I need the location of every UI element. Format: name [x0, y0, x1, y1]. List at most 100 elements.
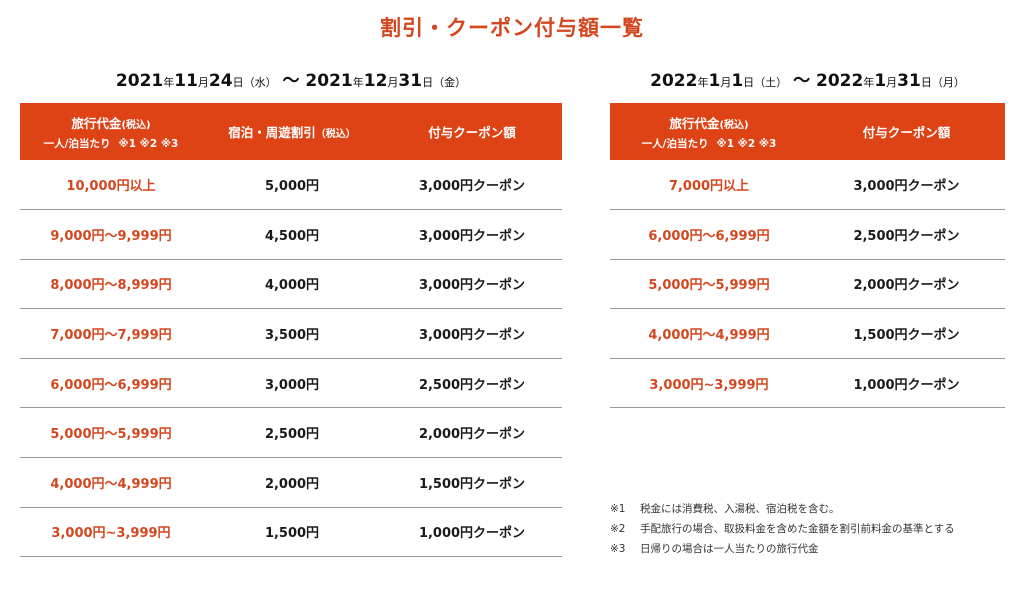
table-row: 4,000円～4,999円 1,500円クーポン	[610, 308, 1005, 359]
cell-travel-price: 10,000円以上	[20, 160, 202, 211]
cell-coupon: 1,000円クーポン	[382, 507, 562, 558]
period-title-right: 2022年1月1日（土） ～ 2022年1月31日（月）	[610, 66, 1005, 91]
end-day-unit: 日	[422, 76, 434, 89]
start-day-unit: 日	[743, 76, 755, 89]
end-month: 1	[874, 71, 887, 91]
end-month-unit: 月	[886, 76, 898, 89]
start-year-unit: 年	[163, 76, 175, 89]
start-month-unit: 月	[720, 76, 732, 89]
footnote: ※2 手配旅行の場合、取扱料金を含めた金額を割引前料金の基準とする	[610, 519, 955, 539]
footnote-mark: ※1	[610, 503, 626, 515]
cell-coupon: 2,000円クーポン	[808, 259, 1005, 310]
header-per-person: 一人/泊当たり	[43, 137, 111, 150]
start-day: 24	[208, 71, 233, 91]
header-discount-main: 宿泊・周遊割引	[228, 125, 316, 140]
cell-coupon: 1,500円クーポン	[808, 308, 1005, 359]
cell-coupon: 3,000円クーポン	[382, 160, 562, 211]
end-month: 12	[363, 71, 388, 91]
header-travel-price-line2: 一人/泊当たり ※1 ※2 ※3	[614, 136, 804, 151]
header-coupon: 付与クーポン額	[382, 103, 562, 160]
cell-discount: 1,500円	[202, 507, 382, 558]
table-row: 7,000円～7,999円 3,500円 3,000円クーポン	[20, 308, 562, 359]
end-year-unit: 年	[352, 76, 364, 89]
cell-coupon: 1,500円クーポン	[382, 457, 562, 508]
footnote: ※3 日帰りの場合は一人当たりの旅行代金	[610, 539, 955, 559]
footnote-text: 手配旅行の場合、取扱料金を含めた金額を割引前料金の基準とする	[640, 523, 955, 535]
cell-travel-price: 6,000円～6,999円	[20, 358, 202, 409]
table-row: 3,000円~3,999円 1,000円クーポン	[610, 358, 1005, 409]
end-dow: （金）	[433, 76, 467, 89]
table-row: 3,000円~3,999円 1,500円 1,000円クーポン	[20, 507, 562, 558]
period-title-left: 2021年11月24日（水） ～ 2021年12月31日（金）	[20, 66, 562, 91]
end-day-unit: 日	[920, 76, 932, 89]
start-day: 1	[731, 71, 744, 91]
table-row: 9,000円～9,999円 4,500円 3,000円クーポン	[20, 209, 562, 260]
cell-discount: 4,000円	[202, 259, 382, 310]
header-discount: 宿泊・周遊割引（税込）	[202, 103, 382, 160]
cell-discount: 2,000円	[202, 457, 382, 508]
page-title: 割引・クーポン付与額一覧	[380, 16, 644, 40]
footnote-text: 税金には消費税、入湯税、宿泊税を含む。	[640, 503, 840, 515]
header-discount-sub: （税込）	[315, 129, 356, 140]
table-header-row: 旅行代金(税込) 一人/泊当たり ※1 ※2 ※3 宿泊・周遊割引（税込） 付与ク…	[20, 103, 562, 160]
header-travel-price: 旅行代金(税込) 一人/泊当たり ※1 ※2 ※3	[610, 103, 808, 160]
cell-coupon: 3,000円クーポン	[382, 259, 562, 310]
table-body: 7,000円以上 3,000円クーポン 6,000円～6,999円 2,500円クーポ…	[610, 160, 1005, 409]
footnote-mark: ※3	[610, 543, 626, 555]
header-travel-price-main: 旅行代金	[71, 115, 122, 131]
table-row: 5,000円～5,999円 2,000円クーポン	[610, 259, 1005, 310]
start-dow: （水）	[243, 76, 277, 89]
end-year: 2021	[305, 71, 353, 91]
cell-travel-price: 7,000円～7,999円	[20, 308, 202, 359]
table-row: 7,000円以上 3,000円クーポン	[610, 160, 1005, 211]
discount-table-left: 旅行代金(税込) 一人/泊当たり ※1 ※2 ※3 宿泊・周遊割引（税込） 付与ク…	[20, 103, 562, 558]
table-row: 6,000円～6,999円 2,500円クーポン	[610, 209, 1005, 260]
header-marks: ※1 ※2 ※3	[118, 137, 179, 150]
footnote: ※1 税金には消費税、入湯税、宿泊税を含む。	[610, 499, 955, 519]
start-dow: （土）	[754, 76, 788, 89]
end-month-unit: 月	[387, 76, 399, 89]
footnote-mark: ※2	[610, 523, 626, 535]
cell-travel-price: 7,000円以上	[610, 160, 808, 211]
table-row: 4,000円～4,999円 2,000円 1,500円クーポン	[20, 457, 562, 508]
header-travel-price-sub: (税込)	[719, 119, 749, 131]
cell-coupon: 2,500円クーポン	[382, 358, 562, 409]
end-year: 2022	[816, 71, 864, 91]
cell-coupon: 3,000円クーポン	[382, 209, 562, 260]
start-month-unit: 月	[197, 76, 209, 89]
start-day-unit: 日	[232, 76, 244, 89]
period-separator: ～	[787, 71, 816, 91]
cell-discount: 5,000円	[202, 160, 382, 211]
end-day: 31	[897, 71, 921, 91]
cell-coupon: 3,000円クーポン	[808, 160, 1005, 211]
header-travel-price-main: 旅行代金	[669, 115, 720, 131]
cell-travel-price: 4,000円～4,999円	[20, 457, 202, 508]
header-travel-price: 旅行代金(税込) 一人/泊当たり ※1 ※2 ※3	[20, 103, 202, 160]
cell-travel-price: 4,000円～4,999円	[610, 308, 808, 359]
cell-discount: 2,500円	[202, 407, 382, 459]
start-month: 11	[174, 71, 198, 91]
cell-travel-price: 3,000円~3,999円	[610, 358, 808, 409]
header-travel-price-sub: (税込)	[121, 119, 151, 131]
start-year: 2021	[115, 71, 164, 91]
footnotes: ※1 税金には消費税、入湯税、宿泊税を含む。 ※2 手配旅行の場合、取扱料金を含めた…	[610, 499, 955, 559]
cell-coupon: 1,000円クーポン	[808, 358, 1005, 409]
cell-coupon: 2,500円クーポン	[808, 209, 1005, 260]
table-row: 6,000円～6,999円 3,000円 2,500円クーポン	[20, 358, 562, 409]
table-body: 10,000円以上 5,000円 3,000円クーポン 9,000円～9,999円 4,…	[20, 160, 562, 558]
start-year: 2022	[650, 71, 698, 91]
header-coupon: 付与クーポン額	[808, 103, 1005, 160]
header-travel-price-line2: 一人/泊当たり ※1 ※2 ※3	[24, 136, 198, 151]
end-day: 31	[398, 71, 423, 91]
cell-discount: 4,500円	[202, 209, 382, 260]
table-row: 10,000円以上 5,000円 3,000円クーポン	[20, 160, 562, 211]
discount-table-right: 旅行代金(税込) 一人/泊当たり ※1 ※2 ※3 付与クーポン額 7,000円以…	[610, 103, 1005, 409]
cell-travel-price: 5,000円～5,999円	[610, 259, 808, 310]
cell-coupon: 2,000円クーポン	[382, 407, 562, 459]
start-month: 1	[708, 71, 721, 91]
cell-coupon: 3,000円クーポン	[382, 308, 562, 359]
footnote-text: 日帰りの場合は一人当たりの旅行代金	[640, 543, 819, 555]
end-dow: （月）	[931, 76, 965, 89]
period-separator: ～	[276, 71, 306, 91]
header-per-person: 一人/泊当たり	[641, 137, 709, 150]
